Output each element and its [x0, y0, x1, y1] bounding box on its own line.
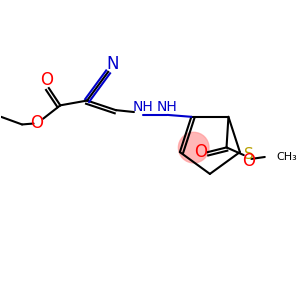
Text: O: O — [30, 114, 43, 132]
Text: O: O — [242, 152, 255, 170]
Text: NH: NH — [132, 100, 153, 114]
Text: CH₃: CH₃ — [276, 152, 297, 162]
Text: NH: NH — [157, 100, 178, 114]
Circle shape — [178, 132, 209, 163]
Text: S: S — [244, 146, 254, 161]
Text: O: O — [194, 143, 207, 161]
Text: O: O — [40, 70, 53, 88]
Text: N: N — [107, 55, 119, 73]
